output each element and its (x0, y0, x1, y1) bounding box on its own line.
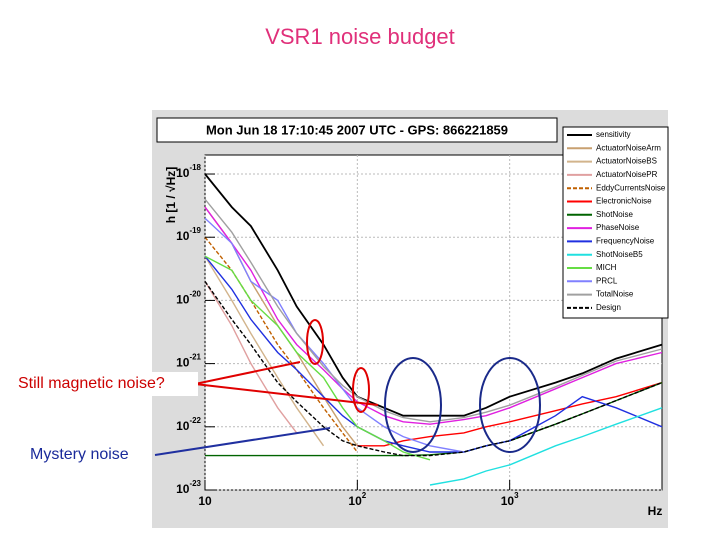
legend-label: ActuatorNoisePR (596, 170, 658, 179)
circle (352, 367, 370, 413)
x-tick-label: 103 (501, 491, 519, 508)
arrow (194, 361, 301, 385)
y-tick-label: 10-23 (176, 479, 201, 496)
x-tick-label: 102 (348, 491, 366, 508)
series-line (429, 407, 663, 486)
series-line (204, 206, 663, 425)
y-tick-label: 10-21 (176, 353, 201, 370)
series-line (204, 255, 431, 461)
annotation: Mystery noise (30, 446, 129, 463)
axes: 10 102 103 10-23 10-22 10-21 10-20 10-19 10-18 (176, 163, 519, 508)
legend-label: ElectronicNoise (596, 197, 652, 206)
legend-label: sensitivity (596, 130, 631, 139)
legend-label: MICH (596, 263, 617, 272)
arrow (154, 427, 331, 456)
chart-title: Mon Jun 18 17:10:45 2007 UTC - GPS: 8662… (206, 122, 508, 137)
legend-entries: sensitivity ActuatorNoiseArm ActuatorNoise… (567, 130, 666, 312)
label-bg (26, 443, 152, 467)
y-tick-label: 10-18 (176, 163, 201, 180)
circle (306, 319, 324, 365)
series-line (204, 198, 663, 423)
legend (562, 126, 669, 319)
annotation: Still magnetic noise? (18, 375, 165, 392)
x-axis-label: Hz (648, 504, 663, 518)
legend-label: ActuatorNoiseArm (596, 143, 661, 152)
circle (479, 357, 541, 453)
arrow (194, 383, 379, 406)
series-line (204, 281, 298, 434)
legend-label: TotalNoise (596, 290, 634, 299)
series-line (204, 173, 663, 417)
y-tick-label: 10-22 (176, 416, 201, 433)
legend-label: ShotNoiseB5 (596, 250, 643, 259)
series-line (204, 280, 663, 457)
series-line (204, 255, 663, 453)
legend-label: EddyCurrentsNoise (596, 183, 666, 192)
y-tick-label: 10-19 (176, 226, 201, 243)
legend-label: ShotNoise (596, 210, 633, 219)
header-box (156, 117, 558, 143)
legend-label: PRCL (596, 276, 618, 285)
legend-label: FrequencyNoise (596, 237, 655, 246)
y-tick-label: 10-20 (176, 290, 201, 307)
series-line (204, 255, 325, 447)
x-tick-label: 10 (198, 494, 212, 508)
circle (384, 357, 442, 453)
legend-label: PhaseNoise (596, 223, 640, 232)
slide-title: VSR1 noise budget (265, 24, 455, 49)
y-axis-label: h [1 / √Hz] (164, 167, 178, 224)
legend-label: ActuatorNoiseBS (596, 157, 657, 166)
label-bg (14, 372, 198, 396)
legend-label: Design (596, 303, 621, 312)
